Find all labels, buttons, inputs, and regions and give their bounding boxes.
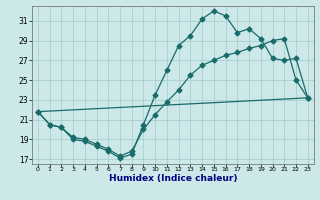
- X-axis label: Humidex (Indice chaleur): Humidex (Indice chaleur): [108, 174, 237, 183]
